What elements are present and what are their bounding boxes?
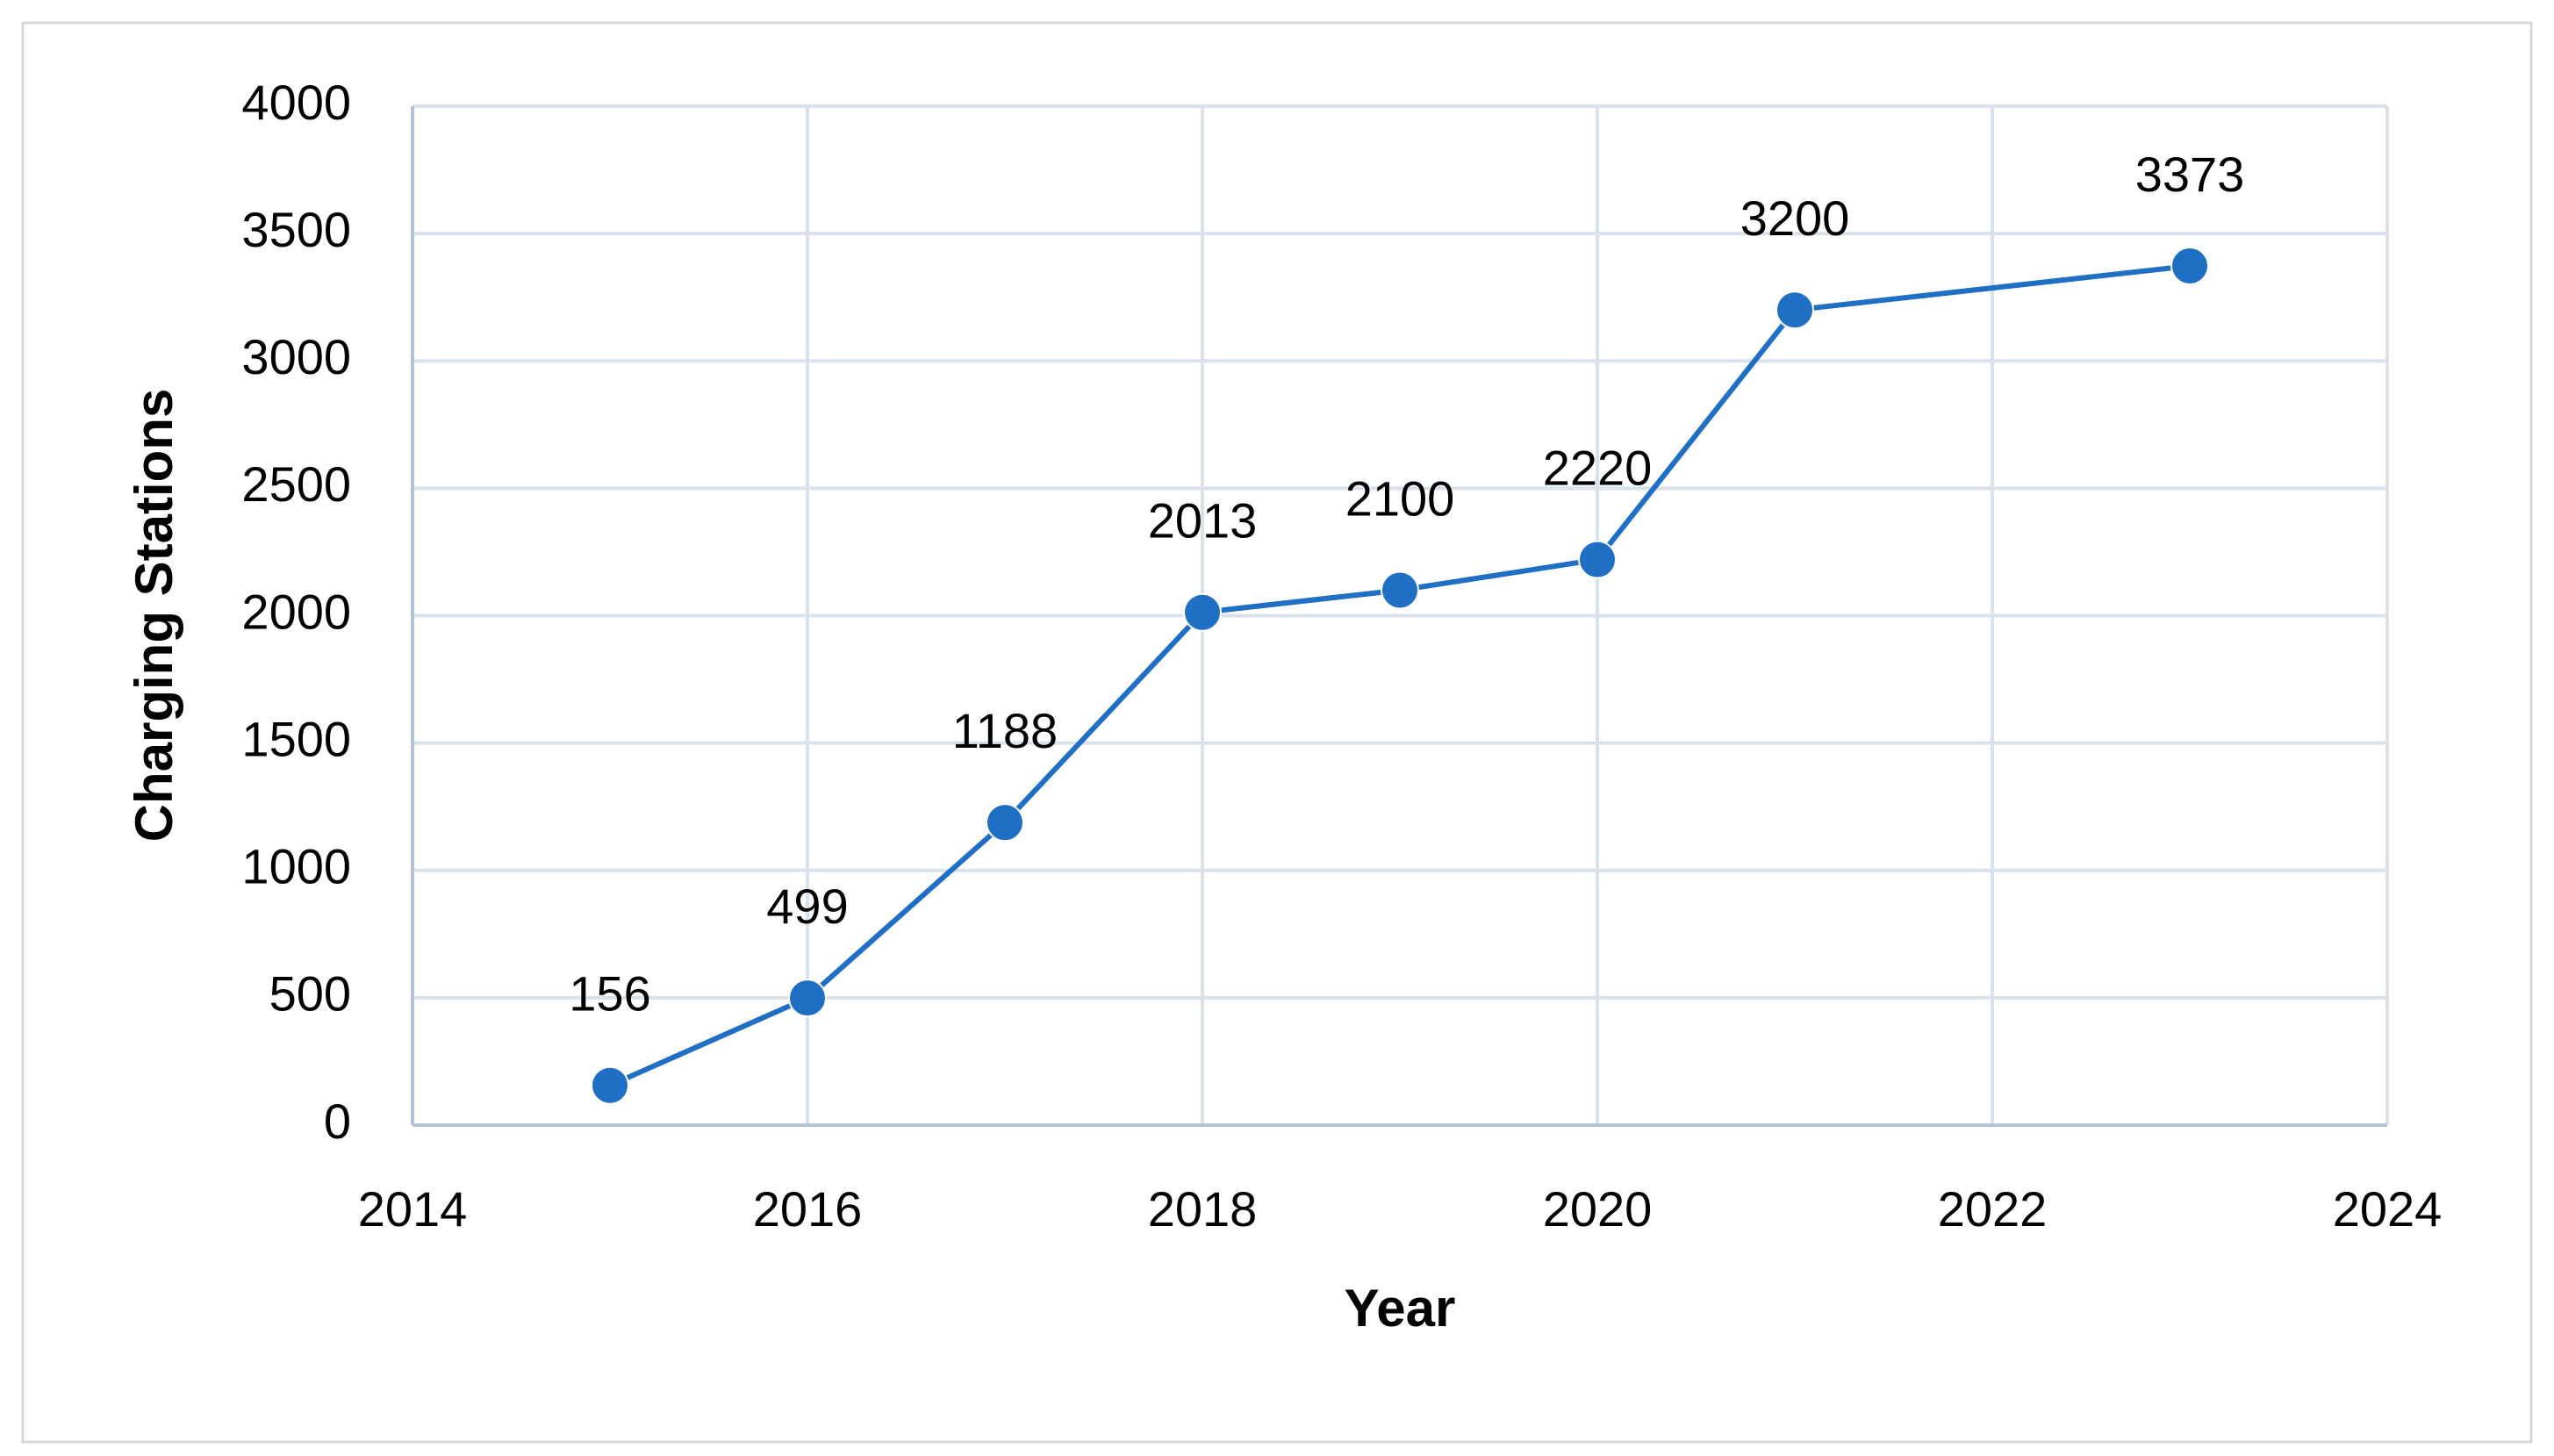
y-tick-label: 4000 (241, 75, 351, 130)
y-tick-label: 3000 (241, 329, 351, 384)
data-point (1183, 592, 1222, 632)
y-tick-label: 500 (269, 966, 351, 1022)
data-label: 2220 (1543, 440, 1653, 495)
data-label: 3200 (1740, 190, 1850, 246)
data-point (1381, 570, 1419, 610)
data-point (591, 1065, 629, 1105)
data-label: 156 (569, 966, 650, 1022)
data-label: 2100 (1345, 470, 1455, 526)
data-label: 2013 (1148, 493, 1258, 549)
data-point (986, 803, 1024, 843)
y-tick-label: 1500 (241, 711, 351, 766)
data-point (1776, 290, 1814, 330)
chart-frame (21, 21, 2533, 1444)
y-axis-title: Charging Stations (125, 389, 183, 843)
y-tick-label: 2000 (241, 584, 351, 639)
data-label: 1188 (952, 703, 1058, 758)
y-tick-label: 2500 (241, 456, 351, 512)
x-axis-title: Year (1345, 1279, 1456, 1338)
x-tick-label: 2020 (1543, 1181, 1653, 1237)
data-point (1578, 540, 1617, 579)
series-line (608, 263, 2191, 1088)
x-tick-label: 2016 (753, 1181, 863, 1237)
data-label: 3373 (2135, 147, 2245, 202)
data-point (788, 979, 827, 1018)
x-tick-label: 2018 (1148, 1181, 1258, 1237)
x-tick-label: 2024 (2333, 1181, 2443, 1237)
data-point (2170, 246, 2209, 285)
data-label: 499 (766, 879, 848, 934)
x-tick-label: 2022 (1938, 1181, 2048, 1237)
x-tick-label: 2014 (358, 1181, 468, 1237)
y-tick-label: 0 (324, 1094, 351, 1149)
y-tick-label: 3500 (241, 202, 351, 257)
y-tick-label: 1000 (241, 839, 351, 894)
